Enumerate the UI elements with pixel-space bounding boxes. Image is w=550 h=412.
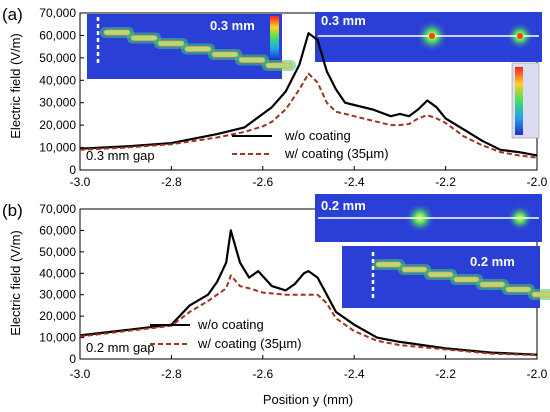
y-ticks-a: 0 10,000 20,000 30,000 40,000 50,000 60,000 70,… xyxy=(39,6,84,177)
colorbar-a xyxy=(511,62,540,139)
y-tick-label: 30,000 xyxy=(39,288,76,302)
y-tick-label: 40,000 xyxy=(39,73,76,87)
y-tick-label: 20,000 xyxy=(39,309,76,323)
x-axis-label: Position y (mm) xyxy=(263,392,353,407)
inset-label-b1: 0.2 mm xyxy=(321,198,366,213)
y-tick-label: 60,000 xyxy=(39,28,76,42)
electrode-pad xyxy=(103,29,131,36)
x-tick-label: -2.6 xyxy=(252,367,273,381)
x-tick-label: -2.2 xyxy=(435,175,456,189)
x-tick-label: -2.0 xyxy=(527,367,548,381)
x-ticks-a: -3.0 -2.8 -2.6 -2.4 -2.2 -2.0 xyxy=(70,166,548,189)
series-group-b xyxy=(79,229,538,357)
electrode-pad xyxy=(531,291,550,298)
gap-label-a: 0.3 mm gap xyxy=(86,148,155,163)
electrode-pad xyxy=(375,261,402,268)
series-line-without-coating xyxy=(79,229,538,356)
x-tick-label: -2.0 xyxy=(527,175,548,189)
series-line-with-coating xyxy=(79,274,538,357)
panel-b: (b) Electric field (V/m) 0 10,000 20,000 30… xyxy=(2,194,550,381)
x-tick-label: -2.2 xyxy=(435,367,456,381)
inset-side-view-b: 0.2 mm xyxy=(342,246,550,308)
gap-label-b: 0.2 mm gap xyxy=(86,340,155,355)
inset-top-view-b: 0.2 mm xyxy=(315,194,542,242)
electrode-pad xyxy=(427,271,454,278)
inset-label-a1: 0.3 mm xyxy=(210,18,255,33)
legend-solid-b: w/o coating xyxy=(197,317,264,332)
panel-a: (a) Electric field (V/m) 0 10,000 20,000 30… xyxy=(2,5,548,189)
y-axis-label-b: Electric field (V/m) xyxy=(8,230,23,335)
y-ticks-b: 0 10,000 20,000 30,000 40,000 50,000 60,000 70,… xyxy=(39,202,84,366)
y-tick-label: 70,000 xyxy=(39,6,76,20)
inset-top-view-a: 0.3 mm xyxy=(315,12,542,62)
electrode-pad xyxy=(184,46,212,52)
x-tick-label: -3.0 xyxy=(70,175,91,189)
legend-a: w/o coating w/ coating (35µm) xyxy=(232,128,389,161)
electrode-pad xyxy=(238,57,266,63)
electrode-pad xyxy=(265,62,293,69)
inset-label-b2: 0.2 mm xyxy=(470,254,515,269)
panel-label-b: (b) xyxy=(2,201,23,220)
y-tick-label: 40,000 xyxy=(39,266,76,280)
x-tick-label: -2.8 xyxy=(161,175,182,189)
x-tick-label: -2.4 xyxy=(344,175,365,189)
series-line-without-coating xyxy=(79,32,538,157)
legend-b: w/o coating w/ coating (35µm) xyxy=(150,317,302,351)
panel-label-a: (a) xyxy=(2,5,23,24)
inset-label-a2: 0.3 mm xyxy=(321,13,366,28)
x-tick-label: -2.6 xyxy=(252,175,273,189)
y-tick-label: 10,000 xyxy=(39,141,76,155)
y-axis-label-a: Electric field (V/m) xyxy=(8,33,23,138)
legend-solid-a: w/o coating xyxy=(284,128,351,143)
x-tick-label: -3.0 xyxy=(70,367,91,381)
y-tick-label: 0 xyxy=(69,352,76,366)
electrode-pad xyxy=(130,35,158,41)
y-tick-label: 60,000 xyxy=(39,223,76,237)
y-tick-label: 30,000 xyxy=(39,96,76,110)
x-tick-label: -2.4 xyxy=(344,367,365,381)
y-tick-label: 50,000 xyxy=(39,245,76,259)
electrode-pads-b xyxy=(372,259,550,300)
legend-dashed-a: w/ coating (35µm) xyxy=(284,146,389,161)
electrode-pad xyxy=(157,40,185,47)
electrode-pad xyxy=(401,266,428,273)
electrode-pad xyxy=(479,281,506,288)
series-group-a xyxy=(79,32,538,159)
electrode-pad xyxy=(211,51,239,58)
y-tick-label: 10,000 xyxy=(39,331,76,345)
electrode-pad xyxy=(453,276,480,283)
y-tick-label: 20,000 xyxy=(39,118,76,132)
electrode-pads-a xyxy=(100,27,296,71)
y-tick-label: 0 xyxy=(69,163,76,177)
x-tick-label: -2.8 xyxy=(161,367,182,381)
electrode-pad xyxy=(505,286,532,293)
y-tick-label: 70,000 xyxy=(39,202,76,216)
legend-dashed-b: w/ coating (35µm) xyxy=(197,336,302,351)
y-tick-label: 50,000 xyxy=(39,51,76,65)
inset-side-view-a: 0.3 mm xyxy=(87,14,296,79)
